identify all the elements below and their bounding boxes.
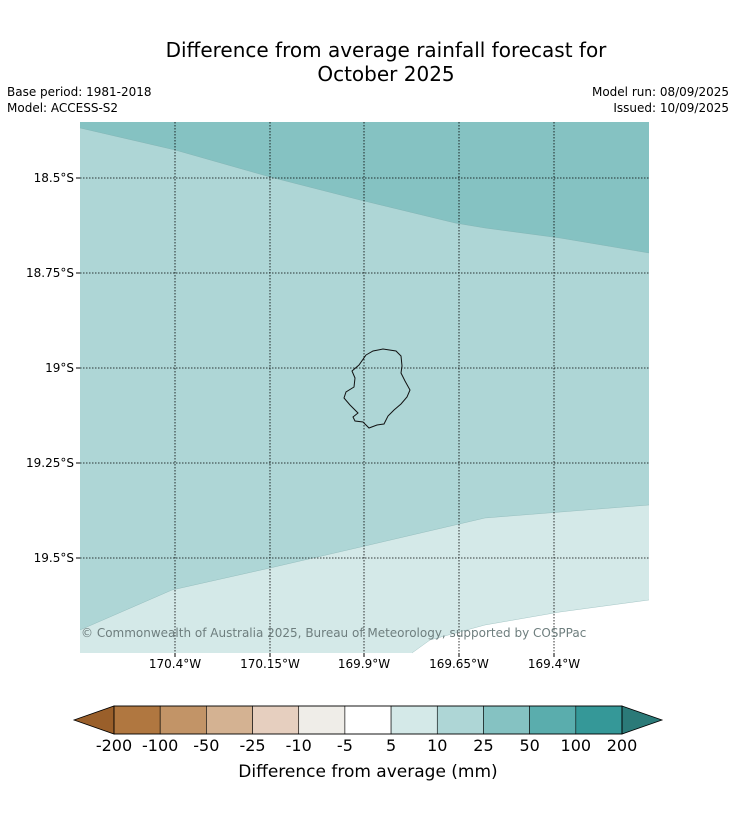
colorbar-tick-label: 200 xyxy=(606,736,638,755)
colorbar-over-arrow xyxy=(621,705,664,735)
model-name: Model: ACCESS-S2 xyxy=(7,101,119,115)
lon-label-3: 169.9°W xyxy=(337,657,391,671)
copyright-notice: © Commonwealth of Australia 2025, Bureau… xyxy=(81,626,587,640)
island-outline xyxy=(343,348,411,429)
meta-right: Model run: 08/09/2025 Issued: 10/09/2025 xyxy=(592,84,729,116)
lon-label-4: 169.65°W xyxy=(429,657,489,671)
colorbar-tick-label: 5 xyxy=(385,736,397,755)
colorbar-segment xyxy=(529,705,577,735)
lat-label-2: 18.75°S xyxy=(26,266,74,280)
colorbar-tick-label: -5 xyxy=(336,736,353,755)
colorbar-tick-label: -25 xyxy=(239,736,266,755)
lon-label-5: 169.4°W xyxy=(527,657,581,671)
title-line-2: October 2025 xyxy=(317,62,455,86)
colorbar-under-arrow xyxy=(72,705,115,735)
lat-label-5: 19.5°S xyxy=(33,551,74,565)
lon-label-2: 170.15°W xyxy=(240,657,300,671)
colorbar-segment xyxy=(113,705,161,735)
meta-left: Base period: 1981-2018 Model: ACCESS-S2 xyxy=(7,84,152,116)
colorbar-segment xyxy=(159,705,207,735)
colorbar-segment xyxy=(206,705,253,735)
map-title: Difference from average rainfall forecas… xyxy=(0,38,736,86)
lat-label-3: 19°S xyxy=(45,361,74,375)
colorbar-tick-label: 25 xyxy=(473,736,494,755)
lat-label-1: 18.5°S xyxy=(33,171,74,185)
colorbar xyxy=(72,705,664,735)
lat-label-4: 19.25°S xyxy=(26,456,74,470)
colorbar-segment xyxy=(575,705,623,735)
colorbar-tick-label: -50 xyxy=(193,736,220,755)
colorbar-segments xyxy=(113,705,623,735)
colorbar-tick-label: 100 xyxy=(560,736,592,755)
colorbar-segment xyxy=(483,705,530,735)
colorbar-segment xyxy=(298,705,346,735)
region-top xyxy=(80,122,649,253)
region-corner xyxy=(412,600,649,653)
model-run: Model run: 08/09/2025 xyxy=(591,85,729,99)
region-lower xyxy=(80,505,649,653)
title-line-1: Difference from average rainfall forecas… xyxy=(165,38,607,62)
colorbar-segment xyxy=(252,705,300,735)
colorbar-segment xyxy=(436,705,484,735)
colorbar-tick-label: -100 xyxy=(142,736,179,755)
colorbar-segment xyxy=(390,705,438,735)
base-period: Base period: 1981-2018 xyxy=(7,85,152,99)
tick-marks xyxy=(76,177,555,657)
gridlines xyxy=(80,122,649,653)
region-boundaries xyxy=(79,127,650,654)
lon-label-1: 170.4°W xyxy=(148,657,202,671)
colorbar-tick-label: -10 xyxy=(285,736,312,755)
issued-date: Issued: 10/09/2025 xyxy=(613,101,729,115)
colorbar-tick-label: -200 xyxy=(95,736,133,755)
colorbar-frame xyxy=(113,705,623,735)
colorbar-segment xyxy=(344,705,392,735)
colorbar-tick-label: 10 xyxy=(427,736,448,755)
colorbar-tick-label: 50 xyxy=(519,736,540,755)
colorbar-title: Difference from average (mm) xyxy=(238,762,498,782)
